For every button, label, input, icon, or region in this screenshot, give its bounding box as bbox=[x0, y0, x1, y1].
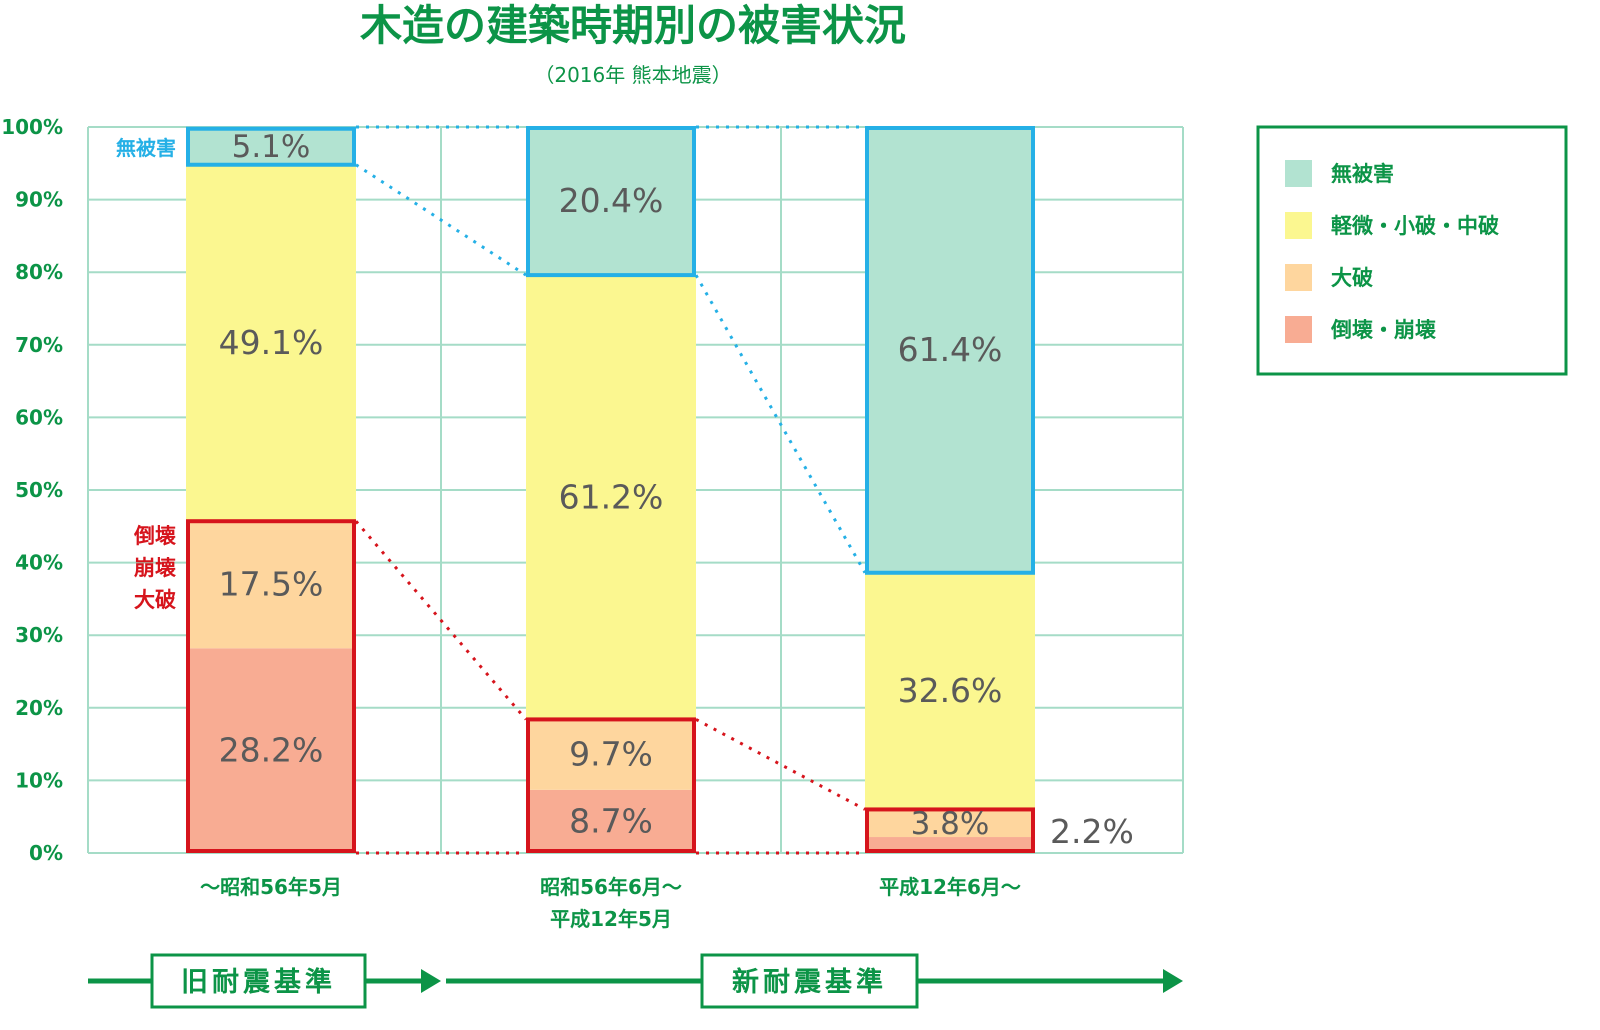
y-tick-label: 50% bbox=[15, 478, 63, 502]
collapse-annotation-line: 倒壊 bbox=[133, 524, 176, 548]
standard-box bbox=[150, 953, 367, 1009]
legend-label: 倒壊・崩壊 bbox=[1330, 318, 1436, 342]
chart-subtitle: （2016年 熊本地震） bbox=[534, 63, 731, 87]
chart-title: 木造の建築時期別の被害状況 bbox=[360, 1, 906, 50]
bar-segment bbox=[865, 127, 1035, 573]
no-damage-annotation: 無被害 bbox=[116, 136, 176, 160]
segment-value-label: 32.6% bbox=[898, 671, 1003, 710]
y-tick-label: 90% bbox=[15, 188, 63, 212]
segment-value-label: 61.2% bbox=[559, 477, 664, 516]
segment-value-label: 8.7% bbox=[569, 801, 653, 840]
no-damage-highlight-box bbox=[526, 126, 696, 278]
legend-label: 無被害 bbox=[1331, 162, 1394, 186]
bar-segment bbox=[526, 275, 696, 720]
connector-lines bbox=[354, 125, 867, 855]
no-damage-connector-line bbox=[694, 274, 867, 574]
collapse-highlight-box bbox=[526, 717, 696, 854]
standards-timeline: 旧耐震基準 新耐震基準 bbox=[88, 953, 1183, 1009]
segment-labels: 28.2% 17.5% 49.1% 5.1% 8.7% 9.7% 61.2% 20.4% 2.2… bbox=[219, 129, 1134, 851]
segment-value-label: 9.7% bbox=[569, 735, 653, 774]
segment-value-label: 3.8% bbox=[911, 806, 990, 842]
x-category-label: 平成12年6月〜 bbox=[879, 875, 1021, 899]
bar-segment bbox=[186, 521, 356, 649]
y-tick-label: 60% bbox=[15, 405, 63, 429]
segment-value-label: 5.1% bbox=[232, 129, 311, 165]
bar-segment bbox=[526, 789, 696, 853]
x-axis-categories: 〜昭和56年5月 昭和56年6月〜平成12年5月 平成12年6月〜 bbox=[200, 875, 1021, 931]
legend-swatch bbox=[1285, 212, 1312, 239]
no-damage-connector-line bbox=[355, 163, 527, 277]
segment-value-label: 28.2% bbox=[219, 731, 324, 770]
standard-box bbox=[700, 953, 919, 1009]
y-tick-label: 80% bbox=[15, 260, 63, 284]
arrow-head-icon bbox=[421, 969, 441, 993]
x-category-label: 平成12年5月 bbox=[550, 907, 672, 931]
legend-swatch bbox=[1285, 264, 1312, 291]
x-category-label: 〜昭和56年5月 bbox=[200, 875, 342, 899]
segment-value-label-outside: 2.2% bbox=[1050, 812, 1134, 851]
x-category-label: 昭和56年6月〜 bbox=[540, 875, 682, 899]
standard-label: 旧耐震基準 bbox=[181, 966, 336, 998]
bars bbox=[186, 127, 1035, 853]
y-tick-label: 70% bbox=[15, 333, 63, 357]
standard-label: 新耐震基準 bbox=[732, 966, 887, 998]
legend-swatch bbox=[1285, 160, 1312, 187]
y-tick-label: 40% bbox=[15, 551, 63, 575]
no-damage-highlight-box bbox=[186, 126, 356, 167]
y-axis-ticks: 0% 10% 20% 30% 40% 50% 60% 70% 80% 90% 100% bbox=[1, 115, 63, 865]
y-tick-label: 100% bbox=[1, 115, 63, 139]
bar-segment bbox=[186, 127, 356, 165]
bar-segment bbox=[526, 719, 696, 790]
collapse-highlight-box bbox=[186, 519, 356, 854]
segment-value-label: 17.5% bbox=[219, 565, 324, 604]
segment-value-label: 20.4% bbox=[559, 181, 664, 220]
legend-swatch bbox=[1285, 316, 1312, 343]
y-tick-label: 10% bbox=[15, 768, 63, 792]
collapse-connector-line bbox=[695, 718, 866, 811]
bar-segment bbox=[186, 648, 356, 853]
y-tick-label: 30% bbox=[15, 623, 63, 647]
collapse-annotation-line: 大破 bbox=[134, 588, 176, 612]
y-tick-label: 20% bbox=[15, 696, 63, 720]
bar-segment bbox=[865, 809, 1035, 838]
highlight-boxes bbox=[186, 126, 1035, 854]
collapse-annotation-line: 崩壊 bbox=[134, 556, 176, 580]
bar-segment bbox=[526, 127, 696, 276]
arrow-head-icon bbox=[1163, 969, 1183, 993]
legend-label: 軽微・小破・中破 bbox=[1331, 214, 1499, 238]
segment-value-label: 49.1% bbox=[219, 323, 324, 362]
collapse-connector-line bbox=[354, 520, 528, 721]
bar-segment bbox=[865, 572, 1035, 810]
y-tick-label: 0% bbox=[29, 841, 63, 865]
no-damage-highlight-box bbox=[865, 126, 1035, 575]
segment-value-label: 61.4% bbox=[898, 330, 1003, 369]
legend-label: 大破 bbox=[1331, 266, 1373, 290]
collapse-highlight-box bbox=[865, 807, 1035, 854]
bar-segment bbox=[186, 164, 356, 522]
